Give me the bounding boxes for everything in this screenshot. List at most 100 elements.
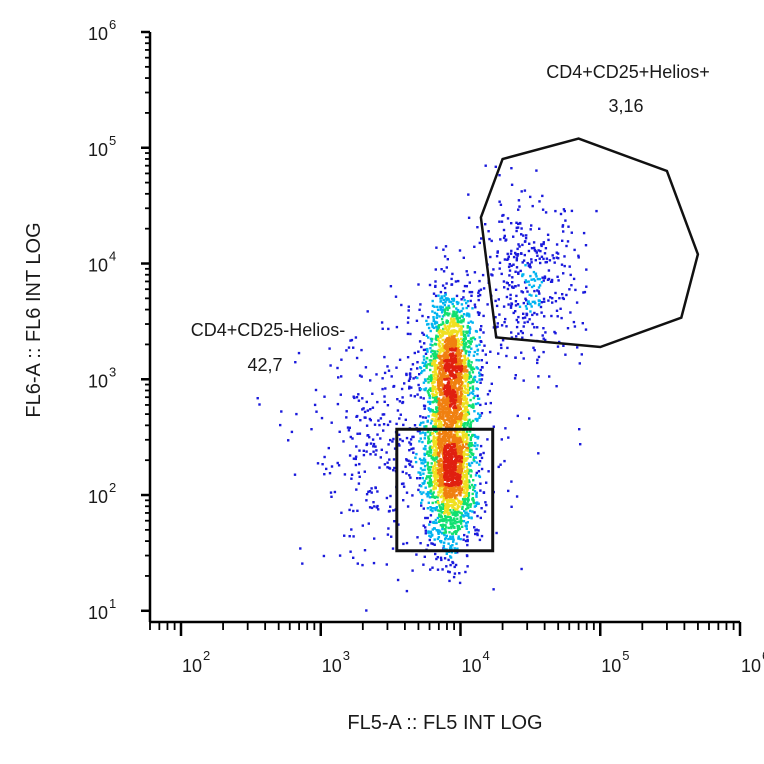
event-dot xyxy=(431,371,435,374)
event-dot xyxy=(451,544,454,547)
event-dot xyxy=(376,433,379,436)
event-dot xyxy=(445,282,448,285)
event-dot xyxy=(445,444,449,447)
event-dot xyxy=(441,500,444,504)
event-dot xyxy=(455,300,459,304)
event-dot xyxy=(433,380,436,384)
event-dot xyxy=(460,372,463,376)
event-dot xyxy=(464,373,467,376)
event-dot xyxy=(382,423,386,426)
event-dot xyxy=(442,484,445,487)
event-dot xyxy=(507,265,511,269)
event-dot xyxy=(438,513,441,516)
event-dot xyxy=(431,304,435,308)
event-dot xyxy=(479,444,483,448)
event-dot xyxy=(442,496,446,500)
event-dot xyxy=(443,286,447,290)
event-dot xyxy=(463,445,466,448)
event-dot xyxy=(441,315,445,318)
event-dot xyxy=(437,403,440,406)
event-dot xyxy=(443,402,447,405)
event-dot xyxy=(467,376,470,380)
event-dot xyxy=(431,299,434,303)
event-dot xyxy=(534,259,537,262)
event-dot xyxy=(455,317,458,320)
event-dot xyxy=(449,477,452,480)
event-dot xyxy=(438,510,441,513)
event-dot xyxy=(465,459,468,462)
event-dot xyxy=(336,366,339,370)
event-dot xyxy=(457,460,460,463)
event-dot xyxy=(458,459,462,462)
event-dot xyxy=(460,422,463,426)
event-dot xyxy=(427,435,430,438)
event-dot xyxy=(456,547,459,550)
event-dot xyxy=(368,506,372,509)
event-dot xyxy=(465,407,468,410)
event-dot xyxy=(406,332,410,336)
event-dot xyxy=(457,510,460,513)
event-dot xyxy=(438,362,441,365)
event-dot xyxy=(492,588,495,591)
event-dot xyxy=(453,506,456,510)
event-dot xyxy=(369,419,372,422)
event-dot xyxy=(456,431,459,434)
event-dot xyxy=(479,381,482,384)
event-dot xyxy=(426,350,429,353)
event-dot xyxy=(445,565,448,568)
event-dot xyxy=(434,461,437,464)
event-dot xyxy=(436,313,439,317)
event-dot xyxy=(461,514,464,517)
event-dot xyxy=(453,503,456,506)
event-dot xyxy=(445,344,448,348)
event-dot xyxy=(466,521,469,524)
event-dot xyxy=(551,301,554,304)
event-dot xyxy=(522,325,525,328)
event-dot xyxy=(450,525,453,528)
event-dot xyxy=(452,299,456,302)
event-dot xyxy=(460,362,463,365)
event-dot xyxy=(376,400,379,404)
event-dot xyxy=(428,496,432,499)
event-dot xyxy=(463,499,466,503)
event-dot xyxy=(478,241,481,245)
event-dot xyxy=(460,460,463,463)
event-dot xyxy=(431,401,435,404)
event-dot xyxy=(462,313,466,316)
event-dot xyxy=(464,412,467,416)
event-dot xyxy=(445,331,448,334)
event-dot xyxy=(433,305,436,308)
event-dot xyxy=(422,507,425,510)
gate-cd25-positive[interactable] xyxy=(479,137,700,349)
event-dot xyxy=(447,390,450,393)
event-dot xyxy=(464,391,467,394)
event-dot xyxy=(429,387,432,390)
gate-cd25-negative[interactable] xyxy=(395,427,495,553)
event-dot xyxy=(579,443,582,446)
event-dot xyxy=(483,344,486,347)
event-dot xyxy=(441,385,444,388)
event-dot xyxy=(497,352,500,355)
event-dot xyxy=(445,374,448,378)
event-dot xyxy=(409,368,413,371)
event-dot xyxy=(541,276,544,279)
event-dot xyxy=(500,438,503,441)
event-dot xyxy=(459,516,462,520)
event-dot xyxy=(450,391,453,394)
event-dot xyxy=(336,461,339,465)
event-dot xyxy=(550,278,554,282)
event-dot xyxy=(426,544,430,547)
event-dot xyxy=(418,440,421,443)
event-dot xyxy=(449,435,453,438)
event-dot xyxy=(453,487,456,491)
event-dot xyxy=(447,331,451,334)
event-dot xyxy=(478,343,481,346)
event-dot xyxy=(370,487,373,490)
event-dot xyxy=(359,419,362,422)
event-dot xyxy=(385,496,389,500)
event-dot xyxy=(475,528,478,531)
event-dot xyxy=(506,217,510,220)
event-dot xyxy=(444,300,447,304)
event-dot xyxy=(502,213,505,217)
event-dot xyxy=(463,418,467,421)
